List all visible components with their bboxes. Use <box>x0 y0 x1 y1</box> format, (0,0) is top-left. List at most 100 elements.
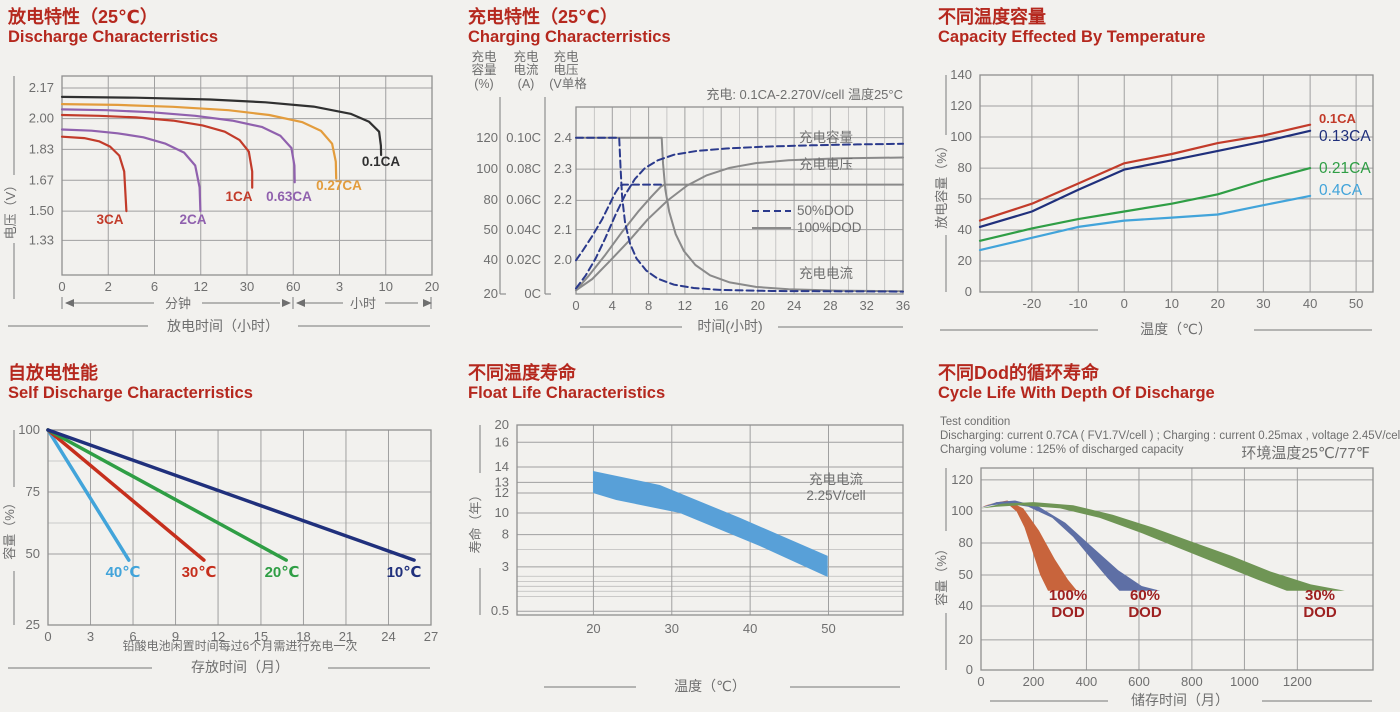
svg-text:40: 40 <box>958 222 972 237</box>
svg-text:27: 27 <box>424 629 438 644</box>
charging-chart: 0 4 8 12 16 20 24 28 32 36 充电: 0.1CA-2.270V/cell 温… <box>471 49 910 334</box>
float-life-title-en: Float Life Characteristics <box>468 383 666 402</box>
svg-text:0.08C: 0.08C <box>506 161 541 176</box>
cycle-life-chart: 0 200 400 600 800 1000 1200120100805040200Test… <box>934 416 1400 708</box>
discharge-chart: 0 2 6 12 30 60 3 10 20 2.17 2.00 1.83 1.67 1.50 1.33 3C… <box>3 75 439 334</box>
svg-text:16: 16 <box>714 298 728 313</box>
float-life-block: 不同温度寿命 Float Life Characteristics 20 30 40… <box>460 356 930 712</box>
svg-text:40℃: 40℃ <box>106 564 141 581</box>
svg-text:放电时间（小时）: 放电时间（小时） <box>167 318 279 334</box>
svg-text:0C: 0C <box>524 286 541 301</box>
discharge-characteristics-block: 放电特性（25℃） Discharge Characterristics 0 2 6… <box>0 0 460 356</box>
svg-text:0: 0 <box>965 284 972 299</box>
svg-text:充电电压: 充电电压 <box>799 157 853 172</box>
svg-text:Discharging: current 0.7CA ( F: Discharging: current 0.7CA ( FV1.7V/cell… <box>940 430 1400 442</box>
svg-text:50: 50 <box>821 621 835 636</box>
svg-text:2.17: 2.17 <box>29 80 54 95</box>
svg-text:0: 0 <box>572 298 579 313</box>
svg-text:16: 16 <box>495 435 509 450</box>
svg-text:600: 600 <box>1128 674 1150 689</box>
svg-text:3: 3 <box>336 279 343 294</box>
svg-text:分钟: 分钟 <box>165 296 191 311</box>
svg-text:时间(小时): 时间(小时) <box>697 318 762 334</box>
svg-text:18: 18 <box>296 629 310 644</box>
svg-text:充电电流: 充电电流 <box>809 472 863 487</box>
svg-text:0.5: 0.5 <box>491 604 509 619</box>
svg-text:120: 120 <box>951 472 973 487</box>
svg-text:800: 800 <box>1181 674 1203 689</box>
svg-text:2.00: 2.00 <box>29 111 54 126</box>
svg-text:(V单格: (V单格 <box>549 76 587 91</box>
svg-text:40: 40 <box>959 598 973 613</box>
svg-text:50: 50 <box>958 191 972 206</box>
svg-text:10: 10 <box>495 505 509 520</box>
svg-text:4: 4 <box>609 298 616 313</box>
svg-text:2.25V/cell: 2.25V/cell <box>806 488 865 503</box>
svg-text:100%: 100% <box>1049 587 1087 604</box>
svg-text:6: 6 <box>129 629 136 644</box>
svg-text:1.67: 1.67 <box>29 173 54 188</box>
svg-text:3: 3 <box>87 629 94 644</box>
svg-text:0.63CA: 0.63CA <box>266 189 312 204</box>
svg-text:1.50: 1.50 <box>29 204 54 219</box>
svg-text:20: 20 <box>1211 296 1225 311</box>
svg-text:0.06C: 0.06C <box>506 192 541 207</box>
svg-text:75: 75 <box>26 484 40 499</box>
svg-text:60%: 60% <box>1130 587 1160 604</box>
capacity-temperature-title-en: Capacity Effected By Temperature <box>938 27 1206 46</box>
svg-text:12: 12 <box>194 279 208 294</box>
svg-text:12: 12 <box>495 486 509 501</box>
svg-text:50%DOD: 50%DOD <box>797 203 854 218</box>
svg-text:充电: 充电 <box>553 49 579 64</box>
svg-text:0: 0 <box>977 674 984 689</box>
svg-text:40: 40 <box>484 252 498 267</box>
svg-text:0.13CA: 0.13CA <box>1319 128 1371 145</box>
charging-title-cn: 充电特性（25℃） <box>468 7 618 27</box>
self-discharge-title-cn: 自放电性能 <box>8 363 98 383</box>
svg-text:15: 15 <box>254 629 268 644</box>
svg-text:0.02C: 0.02C <box>506 252 541 267</box>
svg-text:充电: 0.1CA-2.270V/cell 温度25°C: 充电: 0.1CA-2.270V/cell 温度25°C <box>706 87 903 102</box>
svg-text:2: 2 <box>105 279 112 294</box>
svg-text:2.0: 2.0 <box>554 252 572 267</box>
svg-text:12: 12 <box>211 629 225 644</box>
svg-text:30: 30 <box>665 621 679 636</box>
svg-text:50: 50 <box>484 222 498 237</box>
capacity-temperature-block: 不同温度容量 Capacity Effected By Temperature … <box>930 0 1400 356</box>
svg-text:温度（℃）: 温度（℃） <box>1140 321 1212 337</box>
svg-text:30%: 30% <box>1305 587 1335 604</box>
cycle-life-block: 不同Dod的循环寿命 Cycle Life With Depth Of Disc… <box>930 356 1400 712</box>
svg-text:50: 50 <box>959 568 973 583</box>
svg-text:60: 60 <box>286 279 300 294</box>
svg-text:80: 80 <box>959 535 973 550</box>
svg-text:32: 32 <box>859 298 873 313</box>
svg-text:1.33: 1.33 <box>29 233 54 248</box>
svg-text:2.3: 2.3 <box>554 161 572 176</box>
charging-characteristics-block: 充电特性（25℃） Charging Characterristics 0 4 8 1… <box>460 0 930 356</box>
svg-text:9: 9 <box>172 629 179 644</box>
svg-text:30: 30 <box>240 279 254 294</box>
svg-text:温度（℃）: 温度（℃） <box>674 678 746 694</box>
svg-text:0.4CA: 0.4CA <box>1319 182 1363 199</box>
svg-text:0.04C: 0.04C <box>506 222 541 237</box>
discharge-title-en: Discharge Characterristics <box>8 27 219 46</box>
svg-text:100: 100 <box>950 130 972 145</box>
svg-text:20: 20 <box>425 279 439 294</box>
svg-text:电流: 电流 <box>513 63 539 77</box>
svg-text:100: 100 <box>951 504 973 519</box>
discharge-title-cn: 放电特性（25℃） <box>8 7 158 27</box>
svg-text:6: 6 <box>151 279 158 294</box>
svg-text:容量（%）: 容量（%） <box>934 543 949 607</box>
svg-text:8: 8 <box>645 298 652 313</box>
svg-text:0: 0 <box>966 662 973 677</box>
svg-text:140: 140 <box>950 67 972 82</box>
self-discharge-chart: 0 3 6 9 12 15 18 21 24 27 100 75 50 25 40℃ 30℃ 20℃ 10℃ 铅酸电… <box>2 422 438 675</box>
svg-text:3CA: 3CA <box>96 212 123 227</box>
self-discharge-block: 自放电性能 Self Discharge Characterristics 0 3… <box>0 356 460 712</box>
svg-text:20: 20 <box>958 253 972 268</box>
svg-text:电压（V）: 电压（V） <box>3 179 18 240</box>
cycle-life-title-en: Cycle Life With Depth Of Discharge <box>938 383 1215 402</box>
svg-text:200: 200 <box>1023 674 1045 689</box>
